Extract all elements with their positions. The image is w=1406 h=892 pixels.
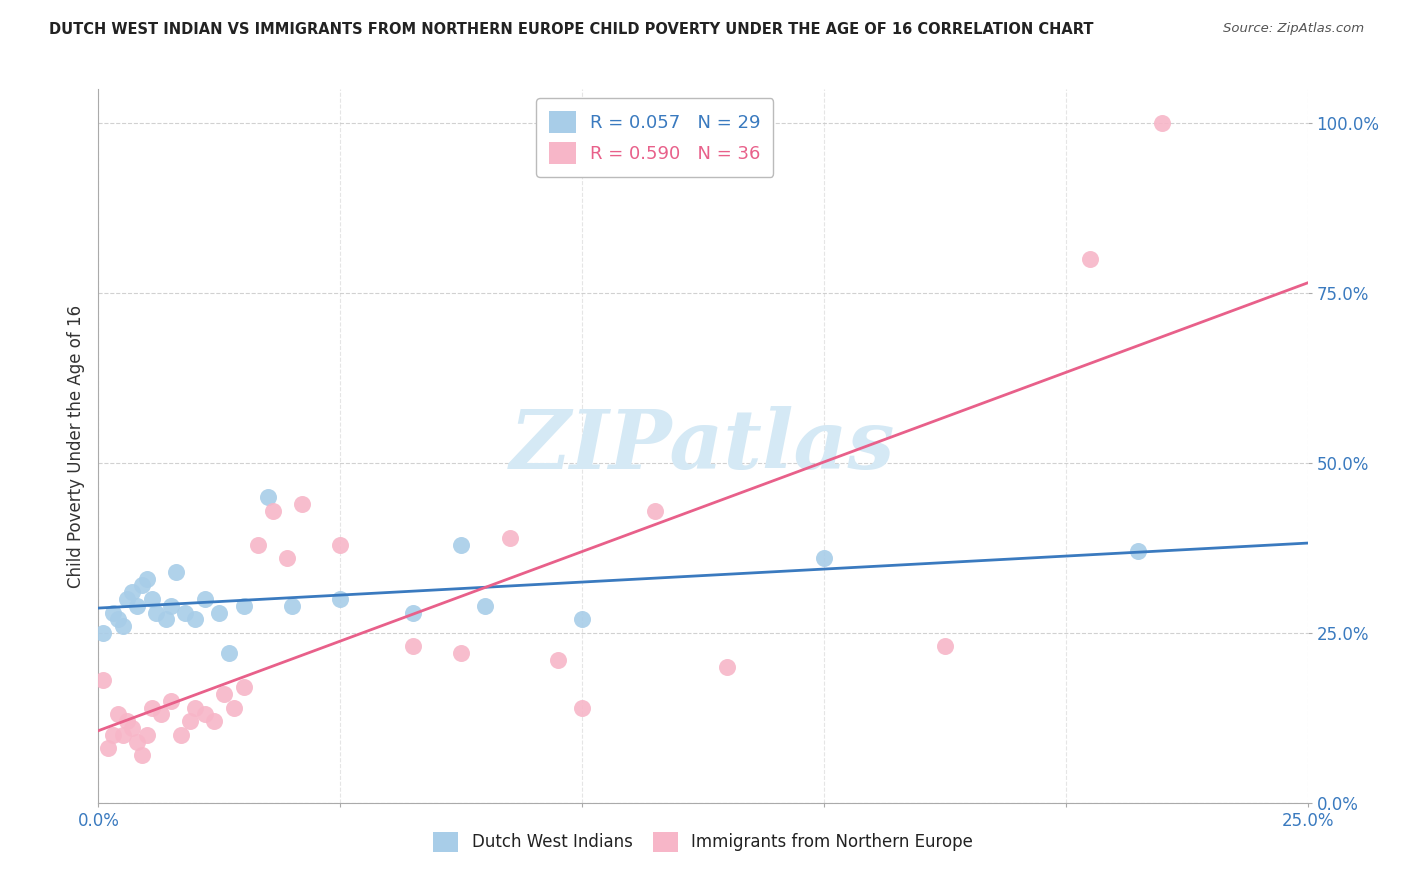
Y-axis label: Child Poverty Under the Age of 16: Child Poverty Under the Age of 16 [66,304,84,588]
Point [222,700,245,714]
Point [474,599,496,613]
Point [121,721,143,735]
Point [1128,544,1150,558]
Point [131,578,153,592]
Point [150,707,173,722]
Point [232,680,254,694]
Point [450,646,472,660]
Point [121,585,143,599]
Point [813,551,835,566]
Point [329,591,352,606]
Point [194,591,217,606]
Point [127,734,149,748]
Point [1078,252,1101,266]
Point [111,619,134,633]
Point [262,503,284,517]
Point [450,537,472,551]
Point [547,653,569,667]
Point [402,640,425,654]
Point [107,612,129,626]
Legend: Dutch West Indians, Immigrants from Northern Europe: Dutch West Indians, Immigrants from Nort… [426,825,980,859]
Point [101,728,124,742]
Point [179,714,201,729]
Point [934,640,956,654]
Point [194,707,217,722]
Point [97,741,120,756]
Point [716,660,738,674]
Point [218,646,240,660]
Point [208,606,231,620]
Point [174,606,197,620]
Point [232,599,254,613]
Point [644,503,666,517]
Point [329,537,352,551]
Point [281,599,304,613]
Point [184,612,207,626]
Point [165,565,187,579]
Point [402,606,425,620]
Point [107,707,129,722]
Point [91,673,114,688]
Point [160,599,183,613]
Point [212,687,235,701]
Point [498,531,520,545]
Point [247,537,270,551]
Text: DUTCH WEST INDIAN VS IMMIGRANTS FROM NORTHERN EUROPE CHILD POVERTY UNDER THE AGE: DUTCH WEST INDIAN VS IMMIGRANTS FROM NOR… [49,22,1094,37]
Point [1152,116,1174,130]
Point [91,626,114,640]
Point [256,490,278,504]
Point [135,728,157,742]
Point [571,612,593,626]
Point [184,700,207,714]
Point [571,700,593,714]
Point [135,572,157,586]
Text: Source: ZipAtlas.com: Source: ZipAtlas.com [1223,22,1364,36]
Point [145,606,167,620]
Point [131,748,153,763]
Point [117,591,139,606]
Point [111,728,134,742]
Point [101,606,124,620]
Point [169,728,191,742]
Point [141,591,163,606]
Point [276,551,298,566]
Point [141,700,163,714]
Point [117,714,139,729]
Point [204,714,226,729]
Text: ZIPatlas: ZIPatlas [510,406,896,486]
Point [160,694,183,708]
Point [290,497,312,511]
Point [127,599,149,613]
Point [155,612,177,626]
